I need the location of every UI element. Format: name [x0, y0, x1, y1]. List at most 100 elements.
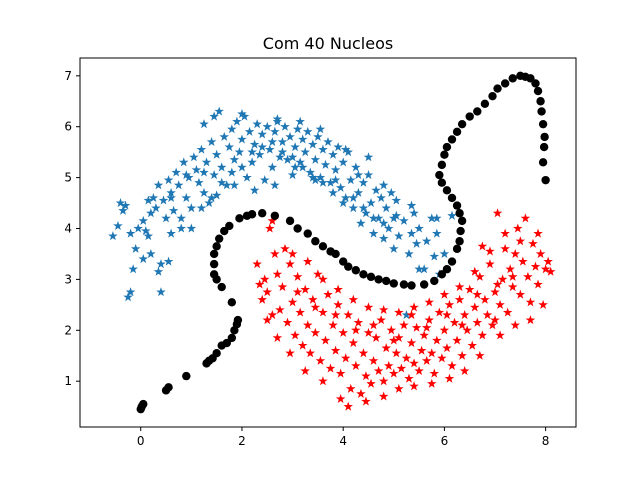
star-point	[338, 198, 348, 208]
star-point	[247, 157, 257, 167]
star-point	[444, 299, 455, 309]
star-point	[454, 282, 465, 292]
star-point	[500, 243, 510, 253]
star-point	[363, 152, 374, 162]
star-point	[368, 213, 379, 223]
star-point	[272, 269, 283, 279]
star-point	[530, 261, 541, 271]
star-point	[325, 177, 336, 187]
circle-point	[533, 86, 543, 96]
star-point	[490, 287, 500, 297]
series-0	[108, 106, 457, 320]
star-point	[454, 294, 465, 304]
circle-point	[139, 399, 148, 409]
star-point	[487, 320, 498, 330]
star-point	[166, 192, 176, 203]
star-point	[300, 366, 310, 376]
star-point	[515, 289, 526, 299]
star-point	[275, 152, 285, 162]
star-point	[318, 376, 328, 386]
star-point	[297, 134, 308, 144]
circle-point	[456, 226, 465, 236]
star-point	[310, 327, 321, 337]
circle-point	[452, 244, 462, 254]
circle-point	[455, 209, 464, 218]
circle-point	[452, 127, 462, 136]
star-point	[254, 279, 265, 289]
star-point	[295, 307, 305, 317]
star-point	[313, 131, 323, 141]
star-point	[406, 338, 417, 348]
star-point	[394, 231, 404, 241]
star-point	[427, 378, 437, 388]
star-point	[179, 157, 189, 167]
star-point	[361, 396, 371, 406]
star-point	[209, 170, 219, 180]
star-point	[495, 299, 505, 309]
circle-point	[442, 142, 452, 152]
star-point	[404, 373, 414, 383]
star-point	[338, 327, 348, 337]
circle-point	[442, 186, 452, 195]
star-point	[295, 157, 305, 167]
star-point	[277, 136, 288, 147]
x-tick-label: 8	[542, 434, 550, 448]
x-axis: 0 2 4 6 8	[137, 427, 550, 448]
star-point	[328, 320, 338, 330]
star-point	[234, 147, 245, 157]
star-point	[343, 401, 353, 411]
star-point	[457, 350, 467, 360]
star-point	[462, 325, 472, 335]
star-point	[242, 172, 252, 182]
star-point	[351, 360, 361, 370]
star-point	[378, 233, 389, 243]
star-point	[348, 338, 359, 348]
circle-point	[419, 280, 429, 289]
star-point	[148, 192, 159, 203]
star-point	[265, 223, 275, 233]
circle-point	[541, 175, 550, 185]
star-point	[492, 208, 503, 218]
star-point	[211, 149, 222, 159]
star-point	[475, 271, 485, 281]
circle-point	[338, 257, 348, 266]
star-point	[427, 213, 437, 223]
star-point	[128, 264, 138, 274]
star-point	[353, 187, 364, 197]
star-point	[199, 167, 209, 177]
star-point	[224, 142, 235, 152]
star-point	[389, 368, 399, 378]
star-point	[368, 320, 379, 330]
star-point	[502, 307, 513, 317]
circle-point	[374, 275, 383, 284]
star-point	[133, 223, 143, 233]
circle-point	[440, 150, 449, 159]
star-point	[429, 251, 440, 261]
star-point	[389, 335, 399, 345]
circle-point	[285, 216, 295, 226]
star-point	[467, 340, 477, 350]
star-point	[361, 208, 371, 218]
star-point	[358, 348, 369, 358]
star-point	[194, 177, 204, 187]
circle-point	[536, 97, 545, 106]
star-point	[485, 246, 495, 256]
circle-point	[235, 214, 244, 223]
star-point	[505, 264, 515, 274]
star-point	[427, 348, 437, 358]
star-point	[156, 259, 166, 269]
star-point	[166, 228, 176, 238]
plot-area-frame	[79, 57, 577, 428]
star-point	[287, 248, 298, 258]
star-point	[378, 391, 389, 401]
star-point	[163, 175, 174, 185]
circle-point	[447, 193, 457, 203]
star-point	[257, 129, 267, 139]
star-point	[507, 271, 518, 281]
star-point	[308, 294, 318, 304]
star-point	[308, 139, 318, 149]
star-point	[401, 310, 412, 320]
star-point	[533, 279, 543, 289]
